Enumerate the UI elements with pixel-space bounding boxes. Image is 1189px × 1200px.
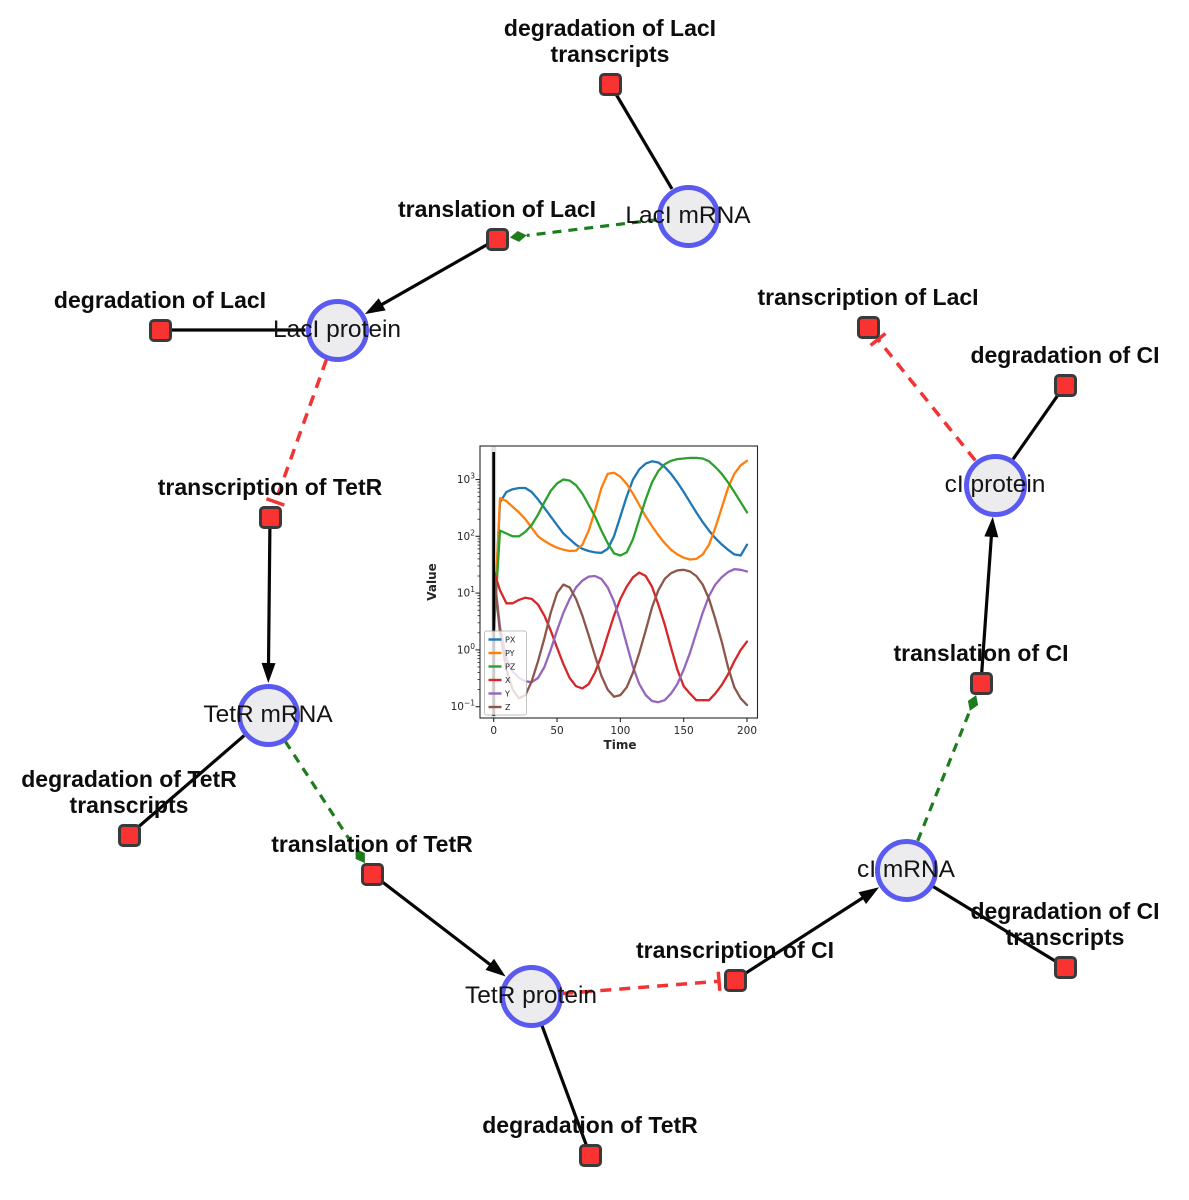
edge-ci-mrna--deg-ci-transcripts — [932, 885, 1066, 969]
edge-ci-protein--transcription-laci — [876, 338, 977, 462]
plot-y-axis-label: Value — [425, 563, 439, 601]
edge-laci-protein--transcription-tetr — [273, 359, 329, 503]
reaction-label-deg-laci: degradation of LacI — [53, 287, 267, 313]
series-line-PZ — [492, 456, 749, 634]
legend-label-X: X — [505, 676, 511, 685]
reaction-label-deg-ci-transcripts: degradation of CI transcripts — [970, 898, 1160, 950]
y-tick-label: 101 — [457, 585, 475, 600]
x-tick-label: 0 — [490, 725, 497, 737]
edge-laci-mrna--translation-laci-diamond-arrowhead — [509, 230, 527, 242]
species-node-laci-mrna[interactable] — [656, 184, 720, 248]
species-label-ci-mrna: cI mRNA — [857, 856, 955, 883]
edge-translation-laci--laci-protein — [377, 237, 498, 308]
species-label-laci-mrna: LacI mRNA — [625, 202, 751, 229]
edge-tetr-mrna--translation-tetr — [283, 740, 357, 850]
y-tick-label: 102 — [457, 528, 475, 543]
reaction-label-translation-ci: translation of CI — [893, 640, 1069, 666]
edge-transcription-tetr--tetr-mrna — [266, 516, 272, 668]
reaction-node-deg-laci-transcripts[interactable] — [598, 72, 622, 96]
species-label-laci-protein: LacI protein — [272, 316, 402, 343]
reaction-node-transcription-tetr[interactable] — [258, 505, 282, 529]
x-tick-label: 200 — [737, 725, 757, 737]
reaction-node-transcription-ci[interactable] — [723, 968, 747, 992]
species-node-ci-mrna[interactable] — [874, 838, 938, 902]
edge-tetr-protein--transcription-ci — [562, 979, 720, 996]
species-node-laci-protein[interactable] — [305, 298, 369, 362]
legend-label-PZ: PZ — [505, 663, 516, 672]
reaction-label-deg-laci-transcripts: degradation of LacI transcripts — [503, 15, 717, 67]
reaction-node-deg-ci-transcripts[interactable] — [1053, 955, 1077, 979]
reaction-node-deg-laci[interactable] — [148, 318, 172, 342]
species-label-tetr-protein: TetR protein — [464, 982, 598, 1009]
x-tick-label: 100 — [610, 725, 630, 737]
edge-tetr-mrna--deg-tetr-transcripts — [127, 734, 246, 837]
reaction-label-translation-laci: translation of LacI — [397, 196, 597, 222]
reaction-label-deg-tetr-transcripts: degradation of TetR transcripts — [21, 766, 237, 818]
reaction-node-transcription-laci[interactable] — [856, 315, 880, 339]
edge-ci-mrna--translation-ci — [916, 710, 972, 842]
series-line-Y — [492, 568, 749, 704]
edge-ci-protein--deg-ci — [1011, 384, 1067, 461]
species-node-tetr-mrna[interactable] — [236, 683, 300, 747]
series-line-Z — [492, 568, 749, 707]
species-label-tetr-mrna: TetR mRNA — [203, 701, 333, 728]
species-label-ci-protein: cI protein — [944, 471, 1046, 498]
edge-translation-laci--laci-protein-arrowhead — [364, 298, 386, 315]
reaction-label-deg-ci: degradation of CI — [970, 342, 1160, 368]
edge-transcription-tetr--tetr-mrna-arrowhead — [261, 662, 276, 684]
reaction-label-transcription-laci: transcription of LacI — [757, 284, 979, 310]
reaction-node-deg-tetr-transcripts[interactable] — [117, 823, 141, 847]
reaction-node-translation-tetr[interactable] — [360, 862, 384, 886]
series-line-X — [492, 569, 749, 702]
edge-translation-tetr--tetr-protein — [371, 872, 494, 969]
edge-tetr-protein--deg-tetr — [540, 1024, 592, 1156]
edge-ci-protein--transcription-laci-tee-bar — [869, 332, 887, 347]
edge-tetr-protein--transcription-ci-tee-bar — [716, 971, 722, 991]
legend-label-PY: PY — [505, 649, 515, 658]
edge-ci-mrna--translation-ci-diamond-arrowhead — [967, 695, 979, 711]
species-node-tetr-protein[interactable] — [499, 964, 563, 1028]
legend-label-Y: Y — [504, 690, 510, 699]
reaction-node-deg-tetr[interactable] — [578, 1143, 602, 1167]
reaction-label-transcription-ci: transcription of CI — [635, 937, 835, 963]
plot-legend: PX PY PZ XYZ — [484, 630, 527, 716]
plot-x-axis-label: Time — [604, 738, 637, 752]
reaction-node-deg-ci[interactable] — [1053, 373, 1077, 397]
reaction-label-deg-tetr: degradation of TetR — [482, 1112, 698, 1138]
series-line-PX — [492, 460, 749, 634]
edge-transcription-ci--ci-mrna — [734, 894, 867, 982]
series-line-PY — [492, 459, 749, 634]
edge-tetr-mrna--translation-tetr-diamond-arrowhead — [355, 848, 365, 864]
reaction-label-transcription-tetr: transcription of TetR — [157, 474, 383, 500]
edge-translation-ci--ci-protein — [979, 532, 994, 684]
y-tick-label: 100 — [457, 642, 475, 657]
reaction-label-translation-tetr: translation of TetR — [271, 831, 473, 857]
edge-laci-mrna--translation-laci — [526, 218, 657, 238]
legend-label-Z: Z — [505, 703, 511, 712]
edge-translation-ci--ci-protein-arrowhead — [984, 516, 999, 538]
x-tick-label: 150 — [674, 725, 694, 737]
edge-transcription-ci--ci-mrna-arrowhead — [858, 887, 880, 905]
legend-label-PX: PX — [505, 636, 516, 645]
species-node-ci-protein[interactable] — [963, 453, 1027, 517]
plot-axes-frame — [479, 445, 759, 719]
edge-laci-protein--transcription-tetr-tee-bar — [265, 497, 285, 507]
y-tick-label: 103 — [457, 472, 475, 487]
edge-translation-tetr--tetr-protein-arrowhead — [485, 958, 506, 977]
reaction-node-translation-laci[interactable] — [485, 227, 509, 251]
reaction-node-translation-ci[interactable] — [969, 671, 993, 695]
x-tick-label: 50 — [550, 725, 563, 737]
y-tick-label: 10−1 — [451, 699, 476, 714]
edge-laci-mrna--deg-laci-transcripts — [608, 83, 674, 190]
